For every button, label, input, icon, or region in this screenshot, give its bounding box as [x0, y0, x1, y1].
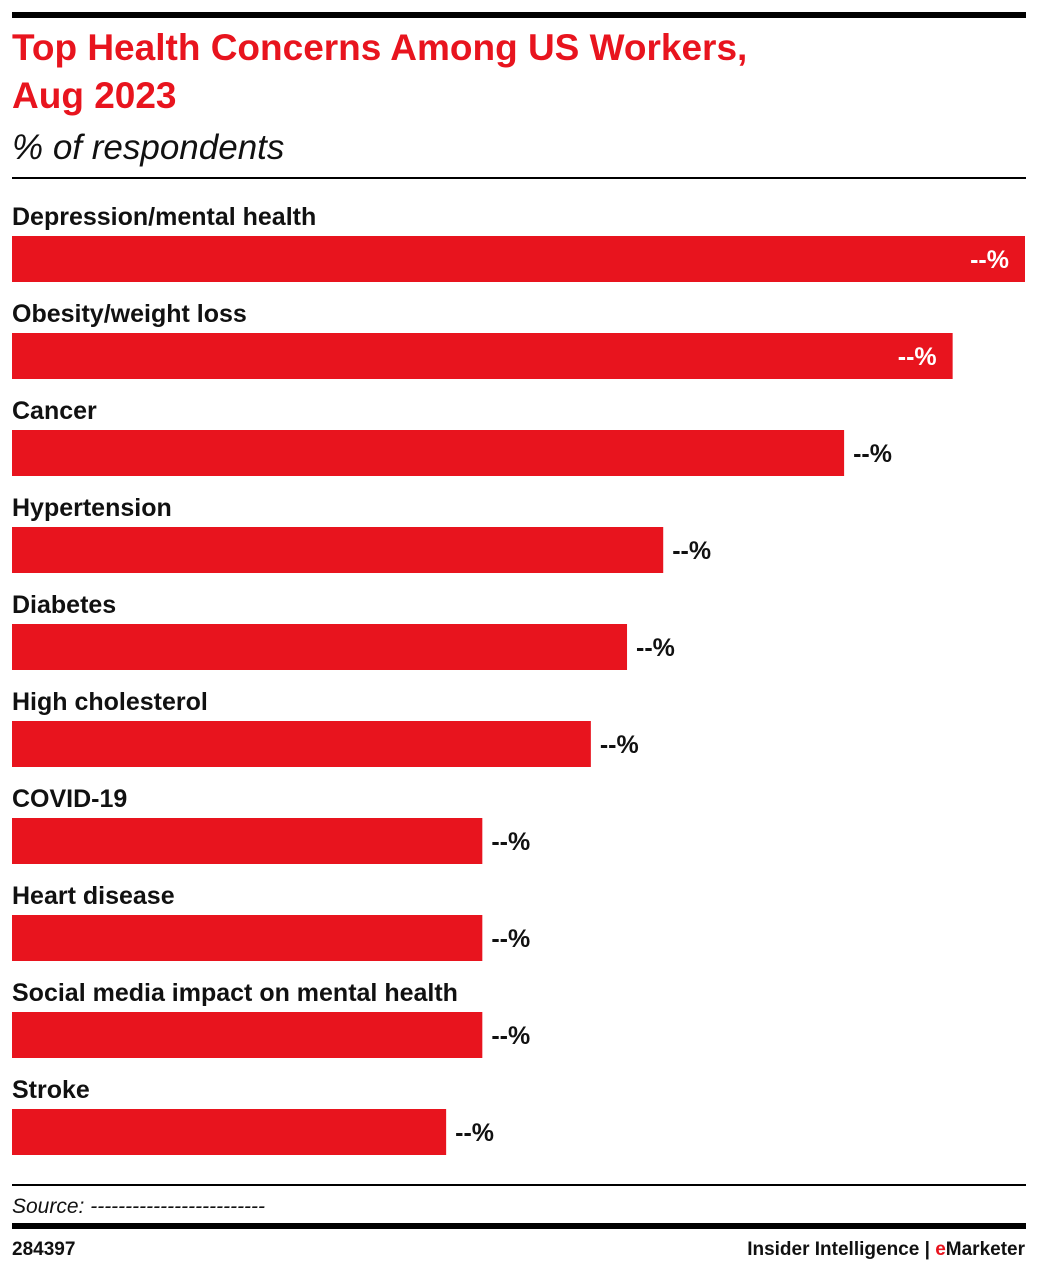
value-label: --%	[672, 537, 711, 565]
category-label: Hypertension	[12, 494, 172, 522]
brand-left: Insider Intelligence	[747, 1239, 919, 1260]
bar	[12, 721, 591, 767]
chart-id: 284397	[12, 1239, 75, 1260]
brand: Insider Intelligence | eMarketer	[747, 1239, 1025, 1260]
footer-rule	[12, 1223, 1026, 1229]
header-rule	[12, 177, 1026, 179]
value-label: --%	[455, 1119, 494, 1147]
value-label: --%	[898, 343, 937, 371]
value-label: --%	[853, 440, 892, 468]
brand-separator: |	[925, 1239, 930, 1260]
bar	[12, 1012, 483, 1058]
chart-title: Top Health Concerns Among US Workers,	[12, 27, 747, 68]
value-label: --%	[600, 731, 639, 759]
bar	[12, 624, 628, 670]
brand-accent: e	[935, 1239, 946, 1260]
value-label: --%	[636, 634, 675, 662]
bar	[12, 527, 664, 573]
chart-subtitle: % of respondents	[12, 128, 284, 167]
bar	[12, 818, 483, 864]
category-label: COVID-19	[12, 785, 127, 813]
source: Source: -------------------------	[12, 1195, 265, 1218]
category-label: Stroke	[12, 1076, 90, 1104]
value-label: --%	[491, 1022, 530, 1050]
chart-title: Aug 2023	[12, 75, 177, 116]
bar	[12, 915, 483, 961]
bar	[12, 430, 845, 476]
bar	[12, 236, 1025, 282]
category-label: Obesity/weight loss	[12, 300, 247, 328]
source-rule	[12, 1184, 1026, 1186]
category-label: High cholesterol	[12, 688, 208, 716]
category-label: Diabetes	[12, 591, 116, 619]
value-label: --%	[970, 246, 1009, 274]
category-label: Heart disease	[12, 882, 175, 910]
value-label: --%	[491, 925, 530, 953]
bar	[12, 1109, 447, 1155]
category-label: Depression/mental health	[12, 203, 316, 231]
category-label: Cancer	[12, 397, 97, 425]
value-label: --%	[491, 828, 530, 856]
category-label: Social media impact on mental health	[12, 979, 458, 1007]
brand-rest: Marketer	[946, 1239, 1026, 1260]
top-rule	[12, 12, 1026, 18]
bar	[12, 333, 953, 379]
